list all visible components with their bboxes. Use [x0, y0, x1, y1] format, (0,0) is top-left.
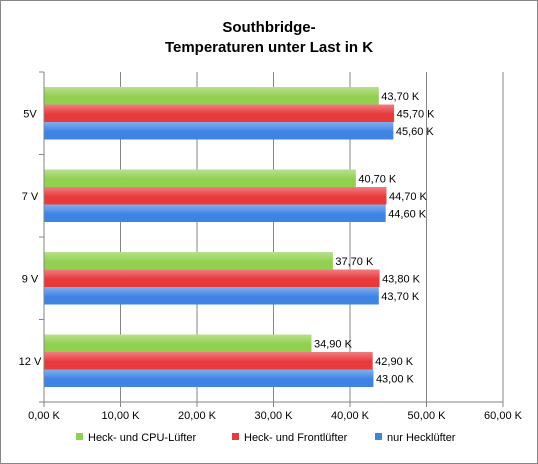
- legend-swatch: [232, 433, 239, 440]
- legend-label: nur Hecklüfter: [387, 432, 456, 444]
- category-label: 5V: [23, 108, 37, 120]
- x-tick-label: 20,00 K: [178, 410, 217, 422]
- legend-label: Heck- und CPU-Lüfter: [88, 432, 197, 444]
- axes: 0,00 K 10,00 K 20,00 K 30,00 K 40,00 K 50,00 …: [19, 71, 523, 422]
- legend: Heck- und CPU-Lüfter Heck- und Frontlüfte…: [76, 432, 456, 444]
- data-label: 34,90 K: [314, 338, 353, 350]
- chart-title-line-1: Southbridge-: [222, 19, 315, 36]
- data-label: 43,70 K: [381, 291, 420, 303]
- data-label: 45,60 K: [396, 126, 435, 138]
- bar: [44, 104, 395, 122]
- bar: [44, 287, 379, 305]
- data-label: 43,00 K: [376, 373, 415, 385]
- category-label: 12 V: [19, 356, 42, 368]
- x-tick-label: 30,00 K: [255, 410, 294, 422]
- chart-title-line-2: Temperaturen unter Last in K: [165, 39, 373, 56]
- bar: [44, 87, 379, 105]
- bar: [44, 334, 312, 352]
- data-label: 44,60 K: [388, 208, 427, 220]
- data-label: 43,70 K: [381, 91, 420, 103]
- data-label: 44,70 K: [389, 191, 428, 203]
- bar: [44, 369, 374, 387]
- bars: 43,70 K 45,70 K 45,60 K 40,70 K 44,70 K 44,60…: [44, 87, 436, 387]
- data-label: 45,70 K: [397, 108, 436, 120]
- bar: [44, 352, 373, 370]
- bar: [44, 252, 333, 270]
- bar: [44, 269, 380, 287]
- category-label: 9 V: [22, 273, 39, 285]
- legend-label: Heck- und Frontlüfter: [244, 432, 348, 444]
- legend-swatch: [76, 433, 83, 440]
- bar: [44, 187, 387, 205]
- x-tick-label: 50,00 K: [408, 410, 447, 422]
- category-label: 7 V: [22, 191, 39, 203]
- data-label: 40,70 K: [358, 173, 397, 185]
- bar: [44, 122, 394, 140]
- x-tick-label: 40,00 K: [331, 410, 370, 422]
- data-label: 43,80 K: [382, 273, 421, 285]
- data-label: 42,90 K: [375, 356, 414, 368]
- data-label: 37,70 K: [335, 256, 374, 268]
- x-tick-label: 60,00 K: [484, 410, 523, 422]
- bar: [44, 204, 386, 222]
- x-tick-label: 0,00 K: [28, 410, 60, 422]
- x-tick-label: 10,00 K: [102, 410, 141, 422]
- bar: [44, 169, 356, 187]
- legend-swatch: [375, 433, 382, 440]
